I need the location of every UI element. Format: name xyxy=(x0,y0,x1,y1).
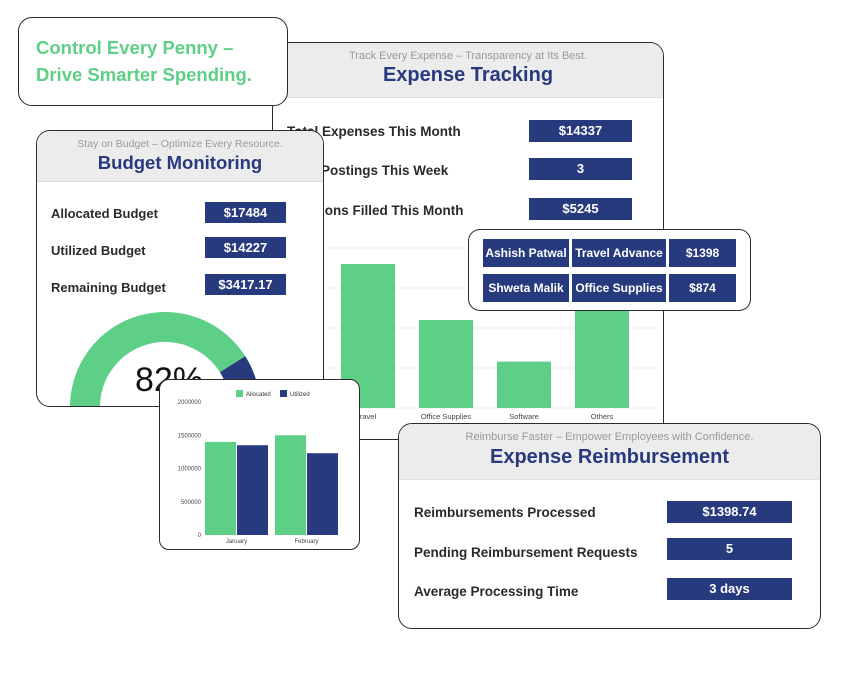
expense-category-cell: Office Supplies xyxy=(572,274,666,302)
x-tick-label: Office Supplies xyxy=(421,412,472,421)
expense-row-label: Total Expenses This Month xyxy=(287,124,461,139)
expense-tracking-header: Track Every Expense – Transparency at It… xyxy=(273,43,663,98)
budget-monitoring-title: Budget Monitoring xyxy=(97,152,263,173)
legend-label: Allocated xyxy=(246,392,271,398)
x-tick-label: Others xyxy=(591,412,614,421)
reimbursement-row-value: 3 days xyxy=(667,578,792,600)
reimbursement-row-value: 5 xyxy=(667,538,792,560)
legend-label: Utilized xyxy=(290,392,310,398)
budget-row-value: $3417.17 xyxy=(205,274,286,295)
budget-chart-svg: Allocated Utilized 2000000 1500000 1000000 50… xyxy=(178,390,338,545)
tagline-line1: Control Every Penny – xyxy=(36,37,234,58)
recent-expenses-card: Ashish Patwal Travel Advance $1398 Shwet… xyxy=(468,229,751,311)
expense-tracking-subtitle: Track Every Expense – Transparency at It… xyxy=(348,50,588,62)
y-tick-label: 1000000 xyxy=(178,467,202,473)
expense-name-cell: Ashish Patwal xyxy=(483,239,569,267)
bar-allocated-february xyxy=(275,435,306,535)
budget-row-label: Utilized Budget xyxy=(51,243,146,258)
legend-swatch xyxy=(280,390,287,397)
y-tick-label: 500000 xyxy=(181,500,202,506)
tagline-line2: Drive Smarter Spending. xyxy=(36,64,252,85)
tagline-card: Control Every Penny – Drive Smarter Spen… xyxy=(18,17,288,106)
reimbursement-subtitle: Reimburse Faster – Empower Employees wit… xyxy=(465,431,754,443)
y-tick-label: 2000000 xyxy=(178,400,202,406)
expense-row-value: $14337 xyxy=(529,120,632,142)
expense-row-value: $5245 xyxy=(529,198,632,220)
budget-monitoring-card: Stay on Budget – Optimize Every Resource… xyxy=(36,130,324,407)
expense-row-value: 3 xyxy=(529,158,632,180)
budget-row-label: Allocated Budget xyxy=(51,206,158,221)
gauge-utilized-arc xyxy=(70,312,246,406)
budget-row-value: $14227 xyxy=(205,237,286,258)
expense-amount-cell: $874 xyxy=(669,274,736,302)
budget-row-value: $17484 xyxy=(205,202,286,223)
budget-chart-card: Allocated Utilized 2000000 1500000 1000000 50… xyxy=(159,379,360,550)
bar-utilized-january xyxy=(237,445,268,535)
expense-amount-cell: $1398 xyxy=(669,239,736,267)
budget-monitoring-header: Stay on Budget – Optimize Every Resource… xyxy=(37,131,323,182)
budget-row-label: Remaining Budget xyxy=(51,280,166,295)
x-tick-label: February xyxy=(294,539,318,545)
bar-allocated-january xyxy=(205,441,236,535)
bar-utilized-february xyxy=(307,453,338,535)
bar-software xyxy=(497,361,551,408)
expense-row-label: Postings This Week xyxy=(321,163,449,178)
y-tick-label: 0 xyxy=(198,533,202,539)
expense-row-label: ions Filled This Month xyxy=(321,203,464,218)
reimbursement-title: Expense Reimbursement xyxy=(490,446,729,468)
bar-office-supplies xyxy=(419,320,473,408)
reimbursement-card: Reimburse Faster – Empower Employees wit… xyxy=(398,423,821,629)
reimbursement-row-label: Pending Reimbursement Requests xyxy=(414,545,638,560)
expense-tracking-title: Expense Tracking xyxy=(382,64,554,86)
budget-grouped-bar-chart: Allocated Utilized 2000000 1500000 1000000 50… xyxy=(160,380,359,549)
x-tick-label: January xyxy=(226,539,247,545)
reimbursement-header: Reimburse Faster – Empower Employees wit… xyxy=(399,424,820,480)
x-tick-label: ravel xyxy=(360,412,377,421)
legend-swatch xyxy=(236,390,243,397)
budget-monitoring-subtitle: Stay on Budget – Optimize Every Resource… xyxy=(77,138,283,150)
expense-name-cell: Shweta Malik xyxy=(483,274,569,302)
expense-category-cell: Travel Advance xyxy=(572,239,666,267)
x-tick-label: Software xyxy=(509,412,539,421)
reimbursement-row-label: Reimbursements Processed xyxy=(414,505,596,520)
reimbursement-row-label: Average Processing Time xyxy=(414,584,579,599)
y-tick-label: 1500000 xyxy=(178,433,202,439)
reimbursement-row-value: $1398.74 xyxy=(667,501,792,523)
